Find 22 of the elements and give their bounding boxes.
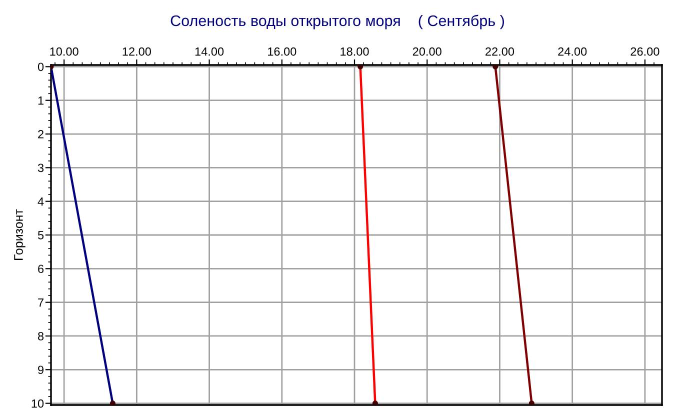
y-tick-label: 8 bbox=[38, 332, 44, 340]
y-tick-label: 1 bbox=[38, 96, 44, 105]
y-tick-label: 4 bbox=[38, 197, 44, 206]
x-tick-label: 24.00 bbox=[558, 47, 587, 56]
y-tick-label: 3 bbox=[38, 164, 44, 172]
chart-title: Соленость воды открытого моря ( Сентябрь ) bbox=[170, 14, 504, 30]
x-tick-label: 16.00 bbox=[268, 47, 296, 56]
y-tick-label: 7 bbox=[38, 298, 44, 307]
x-tick-label: 14.00 bbox=[195, 47, 224, 56]
y-tick-label: 2 bbox=[38, 130, 44, 138]
x-tick-label: 22.00 bbox=[486, 47, 514, 56]
x-tick-label: 20.00 bbox=[412, 47, 442, 56]
x-tick-label: 12.00 bbox=[122, 47, 151, 56]
y-tick-label: 10 bbox=[32, 399, 44, 408]
x-tick-label: 18.00 bbox=[340, 47, 369, 56]
y-tick-label: 6 bbox=[38, 264, 44, 274]
y-tick-label: 0 bbox=[38, 62, 44, 72]
y-axis-title: Горизонт bbox=[14, 209, 26, 260]
x-tick-label: 10.00 bbox=[50, 47, 78, 56]
y-tick-label: 5 bbox=[38, 231, 44, 240]
y-tick-label: 9 bbox=[38, 366, 44, 374]
x-tick-label: 26.00 bbox=[630, 47, 660, 56]
